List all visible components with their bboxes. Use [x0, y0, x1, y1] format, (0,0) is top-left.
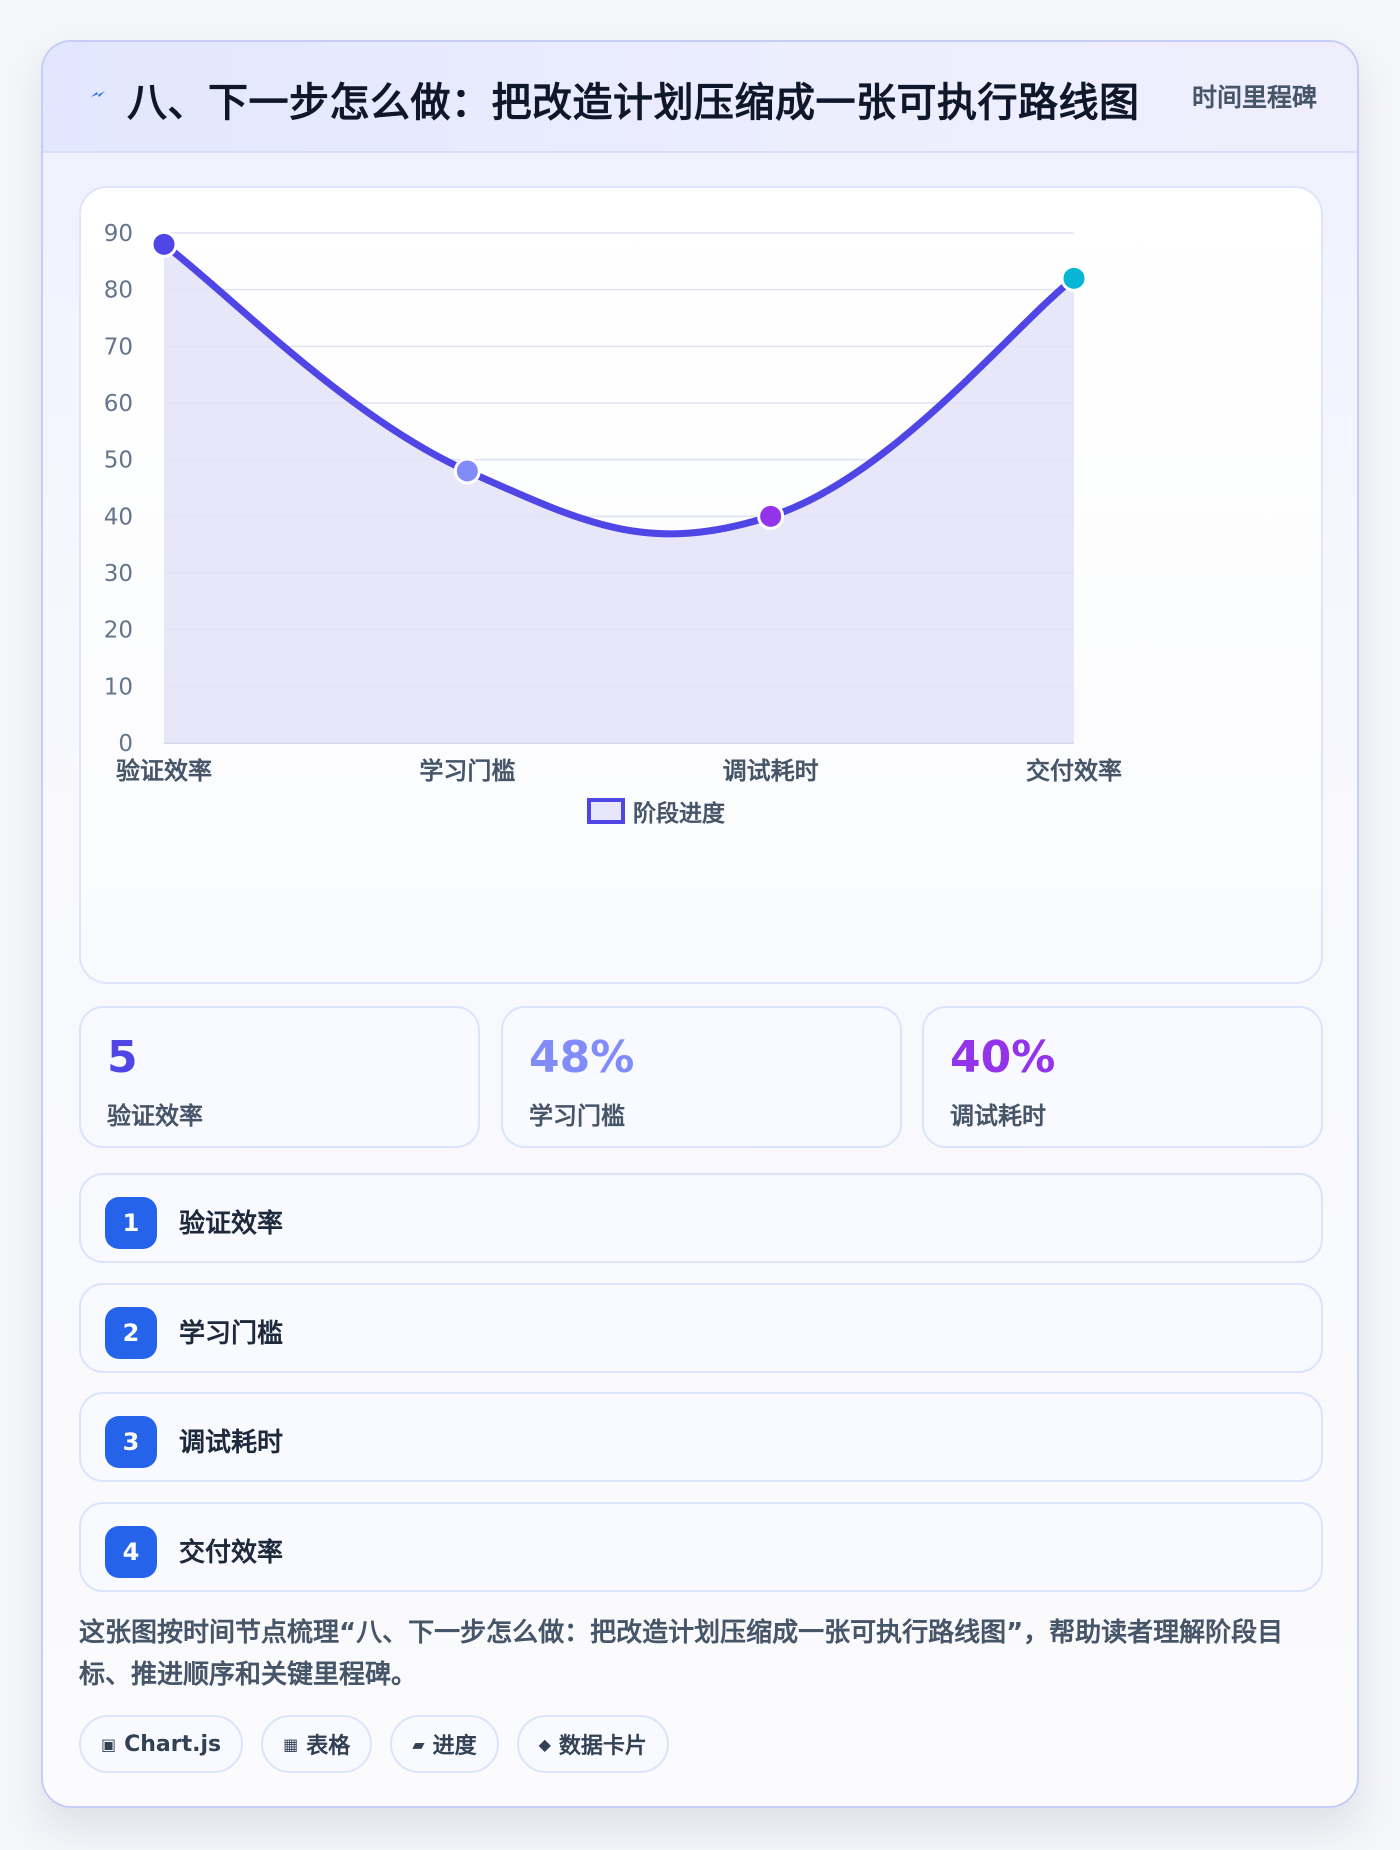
stat-value: 40%: [950, 1032, 1056, 1083]
step-number: 2: [105, 1307, 157, 1359]
data-point: [757, 502, 785, 530]
table-icon: ▦: [283, 1734, 299, 1754]
legend-label: 阶段进度: [633, 800, 726, 827]
chip-label: 进度: [432, 1734, 477, 1759]
step-label: 学习门槛: [179, 1319, 284, 1349]
y-tick-label: 60: [104, 391, 133, 417]
chip-label: Chart.js: [124, 1731, 222, 1757]
y-tick-label: 20: [104, 618, 133, 644]
y-tick-label: 70: [104, 334, 133, 360]
step-label: 调试耗时: [179, 1428, 284, 1458]
line-chart: 0 10 20 30 40 50 60 70 80 90 验证效率 学习门槛 调试耗时 交付效率阶段进度: [79, 186, 1323, 984]
chip-progress[interactable]: ▰ 进度: [390, 1715, 499, 1773]
step-number: 4: [105, 1526, 157, 1578]
stat-card-1: 5 验证效率: [79, 1006, 480, 1148]
series-line: [160, 240, 1078, 538]
step-label: 验证效率: [179, 1209, 284, 1239]
card-header: 八、下一步怎么做：把改造计划压缩成一张可执行路线图 时间里程碑: [43, 42, 1357, 153]
stat-label: 学习门槛: [529, 1102, 625, 1130]
x-tick-label: 调试耗时: [723, 757, 819, 785]
stat-value: 48%: [529, 1032, 635, 1083]
y-tick-label: 0: [118, 731, 133, 757]
step-number: 3: [105, 1416, 157, 1468]
page-title: 八、下一步怎么做：把改造计划压缩成一张可执行路线图: [127, 80, 1140, 126]
chip-chartjs[interactable]: ▣ Chart.js: [79, 1715, 244, 1773]
chip-label: 表格: [306, 1734, 351, 1759]
step-item-1: 1 验证效率: [79, 1173, 1323, 1263]
tag-chips: ▣ Chart.js ▦ 表格 ▰ 进度 ◆ 数据卡片: [79, 1715, 669, 1773]
legend-swatch: [587, 798, 625, 824]
series-area: [164, 244, 1074, 744]
diamond-icon: ◆: [538, 1734, 551, 1754]
chart-description: 这张图按时间节点梳理“八、下一步怎么做：把改造计划压缩成一张可执行路线图”，帮助…: [79, 1618, 1284, 1690]
data-point: [1060, 264, 1088, 292]
stat-card-2: 48% 学习门槛: [501, 1006, 902, 1148]
data-point: [150, 230, 178, 258]
y-tick-label: 50: [104, 448, 133, 474]
step-item-2: 2 学习门槛: [79, 1283, 1323, 1373]
y-tick-label: 80: [104, 278, 133, 304]
y-tick-label: 40: [104, 504, 133, 530]
stat-label: 验证效率: [107, 1102, 203, 1130]
chart-icon: ▣: [101, 1734, 117, 1754]
roadmap-card: 八、下一步怎么做：把改造计划压缩成一张可执行路线图 时间里程碑 0 10 20 30 4…: [41, 40, 1359, 1808]
chip-data-card[interactable]: ◆ 数据卡片: [516, 1715, 669, 1773]
chip-table[interactable]: ▦ 表格: [261, 1715, 373, 1773]
stat-card-3: 40% 调试耗时: [922, 1006, 1323, 1148]
step-label: 交付效率: [179, 1538, 284, 1568]
y-tick-label: 30: [104, 561, 133, 587]
lightning-icon: [91, 91, 105, 97]
step-number: 1: [105, 1197, 157, 1249]
x-tick-label: 学习门槛: [419, 757, 515, 785]
stat-value: 5: [107, 1032, 138, 1083]
stat-label: 调试耗时: [950, 1102, 1046, 1130]
header-tag: 时间里程碑: [1191, 83, 1317, 112]
step-item-4: 4 交付效率: [79, 1502, 1323, 1592]
x-tick-label: 验证效率: [116, 757, 212, 785]
x-tick-label: 交付效率: [1026, 757, 1122, 785]
step-item-3: 3 调试耗时: [79, 1392, 1323, 1482]
chip-label: 数据卡片: [558, 1734, 647, 1759]
y-tick-label: 90: [104, 221, 133, 247]
y-tick-label: 10: [104, 674, 133, 700]
data-point: [453, 457, 481, 485]
progress-icon: ▰: [412, 1734, 425, 1754]
